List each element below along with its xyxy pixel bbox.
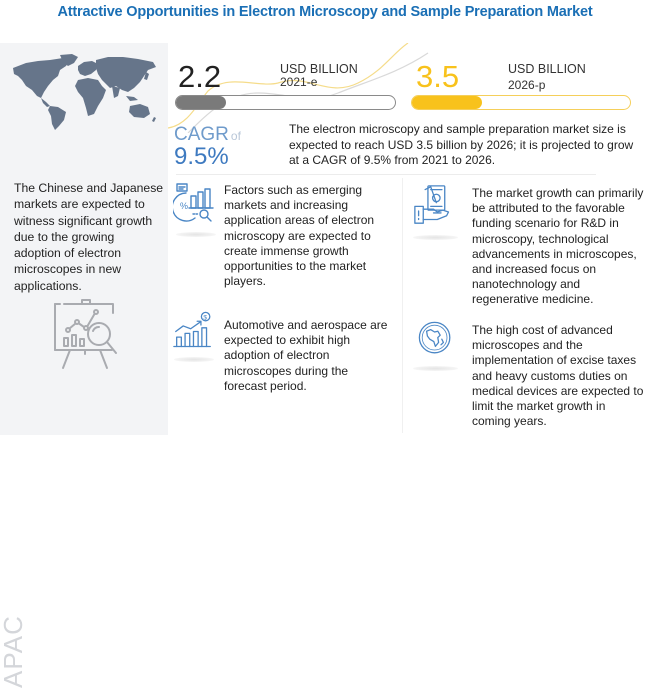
insight-text: Automotive and aerospace are expected to… (224, 318, 388, 393)
insight-item: The market growth can primarily be attri… (408, 180, 646, 310)
section-divider (176, 174, 596, 175)
kpi-2021-progress-bar (175, 95, 396, 110)
kpi-2021-year: 2021-e (280, 75, 318, 89)
page-title: Attractive Opportunities in Electron Mic… (57, 4, 593, 20)
cagr-value: 9.5% (174, 143, 229, 170)
insight-text: Factors such as emerging markets and inc… (224, 183, 375, 289)
kpi-2026-progress-bar (411, 95, 631, 110)
kpi-2026: 3.5 USD BILLION 2026-p (408, 43, 643, 118)
kpi-2026-unit: USD BILLION (508, 62, 586, 76)
region-panel: The Chinese and Japanese markets are exp… (0, 43, 168, 688)
cagr-of-text: of (230, 129, 241, 143)
funding-hand-money-icon (414, 185, 450, 224)
svg-text:%: % (180, 201, 188, 211)
region-summary: The Chinese and Japanese markets are exp… (14, 181, 164, 293)
kpi-2026-value: 3.5 (416, 59, 460, 94)
icon-shadow (413, 366, 458, 371)
insight-text: The high cost of advanced microscopes an… (472, 323, 644, 429)
kpi-2026-year: 2026-p (508, 78, 546, 92)
icon-shadow (174, 357, 214, 362)
kpi-2021: 2.2 USD BILLION 2021-e (168, 43, 398, 118)
presentation-analytics-icon (54, 299, 117, 369)
column-divider (402, 178, 403, 433)
icon-shadow (413, 235, 458, 240)
kpi-2026-progress-fill (412, 96, 482, 109)
growth-chart-dollar-icon: $ (173, 311, 211, 348)
insight-item: The high cost of advanced microscopes an… (408, 318, 646, 435)
kpi-2021-progress-fill (176, 96, 227, 109)
cagr-label-text: CAGR (174, 124, 229, 145)
cagr-description: The electron microscopy and sample prepa… (289, 122, 634, 167)
svg-text:$: $ (203, 314, 207, 321)
globe-icon (418, 321, 451, 354)
analytics-percent-icon: % (173, 183, 214, 222)
cagr-label: CAGR of (174, 124, 241, 146)
icon-shadow (176, 232, 216, 237)
kpi-2021-unit: USD BILLION (280, 62, 358, 76)
main-content: 2.2 USD BILLION 2021-e 3.5 USD BILLION 2… (168, 43, 646, 435)
insight-text: The market growth can primarily be attri… (472, 186, 644, 307)
insight-item: % Factors such as emerging markets and i… (168, 180, 402, 300)
insight-item: $ Automotive and aerospace are expected … (168, 311, 402, 411)
region-label: APAC (0, 615, 28, 688)
world-map-icon (13, 54, 156, 130)
kpi-2021-value: 2.2 (178, 59, 222, 94)
